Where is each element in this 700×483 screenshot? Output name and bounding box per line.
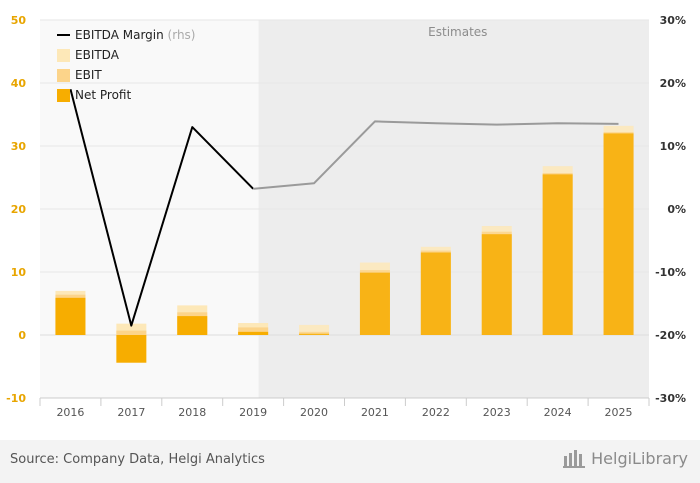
left-axis-tick-label: 10 [11, 266, 27, 279]
ebit-bar [299, 331, 330, 335]
helgi-library-logo: HelgiLibrary [563, 448, 688, 468]
legend: EBITDA Margin (rhs) EBITDA EBIT Net Profit [57, 28, 196, 102]
ebitda-bar [116, 323, 147, 335]
legend-label-ebitda-margin: EBITDA Margin (rhs) [75, 28, 196, 42]
net-profit-bar [542, 174, 573, 335]
axes: -10 0 10 20 30 40 50 -30% -20% -10% 0% 10% 20% 30% 201… [6, 14, 686, 419]
net-profit-bar [177, 316, 208, 335]
left-axis-tick-label: -10 [6, 392, 26, 405]
x-axis-tick-label: 2025 [605, 406, 633, 419]
estimates-label: Estimates [428, 25, 487, 39]
right-axis-tick-label: -20% [655, 329, 686, 342]
legend-swatch-net-profit [57, 89, 70, 102]
x-axis-tick-label: 2022 [422, 406, 450, 419]
ebit-bar [116, 330, 147, 335]
x-axis-tick-label: 2019 [239, 406, 267, 419]
left-axis-tick-label: 40 [11, 77, 27, 90]
left-axis-tick-label: 20 [11, 203, 27, 216]
left-axis-tick-label: 30 [11, 140, 27, 153]
x-axis-tick-label: 2017 [117, 406, 145, 419]
right-axis-tick-label: 0% [667, 203, 686, 216]
x-axis-tick-label: 2020 [300, 406, 328, 419]
footer: Source: Company Data, Helgi Analytics He… [0, 440, 700, 483]
x-axis-tick-label: 2023 [483, 406, 511, 419]
net-profit-bar [359, 272, 390, 335]
ebitda-margin-line-actual [69, 89, 254, 327]
chart: Estimates -10 0 10 20 30 40 50 -30% -20% -10% 0% 10… [6, 14, 686, 419]
logo-text: HelgiLibrary [591, 448, 688, 468]
ebitda-bar [299, 324, 330, 335]
net-profit-bar [420, 252, 451, 335]
net-profit-bar [55, 297, 86, 335]
source-text: Source: Company Data, Helgi Analytics [10, 452, 265, 467]
right-axis-tick-label: -10% [655, 266, 686, 279]
x-axis-tick-label: 2024 [544, 406, 572, 419]
x-axis-tick-label: 2016 [56, 406, 84, 419]
left-axis-tick-label: 50 [11, 14, 27, 27]
right-axis-tick-label: 20% [660, 77, 686, 90]
right-axis-tick-label: 30% [660, 14, 686, 27]
legend-label-ebitda: EBITDA [75, 48, 120, 62]
ebitda-margin-line-estimate [253, 120, 619, 190]
legend-label-net-profit: Net Profit [75, 88, 131, 102]
net-profit-bar [299, 333, 330, 335]
legend-label-rhs-suffix: (rhs) [168, 28, 196, 42]
bars [55, 125, 634, 363]
ebitda-margin-line [69, 89, 619, 327]
net-profit-bar [116, 335, 147, 363]
net-profit-bar [481, 234, 512, 335]
legend-swatch-ebitda [57, 49, 70, 62]
net-profit-bar [603, 133, 634, 335]
left-axis-tick-label: 0 [18, 329, 26, 342]
right-axis-tick-label: 10% [660, 140, 686, 153]
library-building-icon [563, 450, 586, 468]
net-profit-bar [238, 331, 269, 335]
x-axis-tick-label: 2018 [178, 406, 206, 419]
right-axis-tick-label: -30% [655, 392, 686, 405]
legend-label-ebit: EBIT [75, 68, 102, 82]
legend-swatch-ebit [57, 69, 70, 82]
ebit-bar [238, 327, 269, 335]
x-axis-tick-label: 2021 [361, 406, 389, 419]
